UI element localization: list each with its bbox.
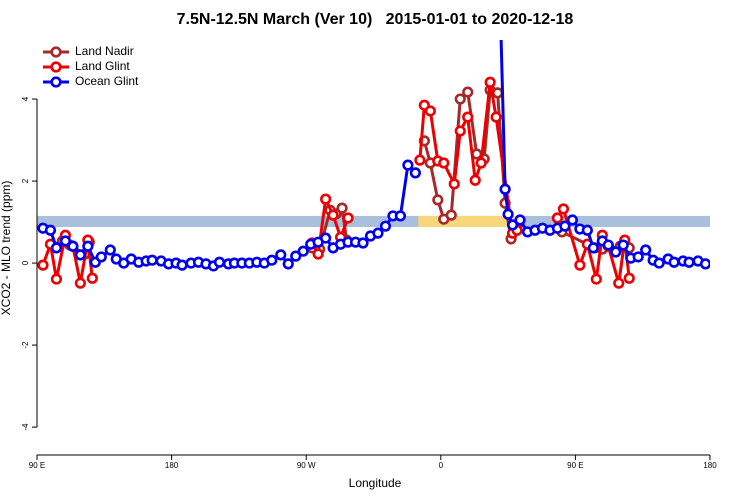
chart-title: 7.5N-12.5N March (Ver 10) 2015-01-01 to … [177,11,574,28]
data-point [699,258,710,270]
data-point [492,87,504,99]
data-point [590,273,602,285]
data-point [432,194,444,206]
data-point [462,111,474,123]
data-point [668,256,680,268]
legend-label: Land Nadir [75,44,134,58]
legend-label: Land Glint [75,59,130,73]
y-axis-label: XCO2 - MLO trend (ppm) [0,181,13,316]
data-point [67,240,79,252]
data-point [402,159,414,171]
data-point [499,183,511,195]
data-point [59,235,72,247]
data-point [320,232,332,244]
data-point [297,245,309,257]
data-point [506,219,519,231]
y-tick-label: -4 [21,423,30,431]
data-point [514,214,526,226]
data-point [632,251,644,263]
data-point [566,214,579,226]
series-line [41,80,631,285]
data-point [379,220,392,232]
data-point [574,259,586,271]
data-point [557,203,570,215]
data-point [653,257,665,269]
legend-marker [50,61,62,73]
y-tick-label: 0 [21,260,30,265]
data-point [640,244,652,256]
data-point [424,105,436,117]
data-point [357,237,369,249]
data-point [617,239,629,251]
data-point [551,212,564,224]
data-point [613,277,625,289]
data-point [448,178,460,190]
plot-area [37,40,710,289]
data-point [275,249,287,261]
data-point [462,86,474,98]
data-point [409,167,421,179]
axes: -4 -2 0 2 4 90 E 180 90 W 0 90 E 180 [21,96,717,470]
data-point [44,224,57,236]
data-point [312,248,324,260]
data-point [454,93,466,105]
data-point [372,227,384,239]
data-point [502,208,514,220]
data-point [414,154,426,166]
legend-marker [50,46,62,58]
data-point [445,209,457,221]
land-band [418,215,519,227]
data-point [50,242,63,254]
data-point [176,259,188,271]
data-point [104,244,116,256]
data-point [454,125,466,137]
data-point [683,256,695,268]
x-tick-label: 90 W [297,461,316,470]
data-point [394,210,407,222]
legend-label: Ocean Glint [75,74,139,88]
legend-marker [50,76,62,88]
data-point [146,254,158,266]
data-point [610,246,622,258]
data-point [587,242,599,254]
data-point [282,258,294,270]
x-tick-label: 180 [703,461,717,470]
x-tick-label: 90 E [29,461,45,470]
data-point [82,240,94,252]
data-point [602,239,614,251]
data-point [266,254,278,266]
y-tick-label: 2 [21,178,30,183]
reference-band [37,215,710,227]
x-axis-label: Longitude [349,476,402,490]
data-point [581,224,593,236]
data-point [559,220,571,232]
data-point [37,259,49,271]
data-point [50,273,63,285]
data-point [438,157,450,169]
y-tick-label: -2 [21,341,30,349]
data-point [342,212,354,224]
data-point [74,277,86,289]
x-tick-label: 90 E [567,461,583,470]
data-point [469,174,481,186]
data-point [327,209,339,221]
data-point [74,249,86,261]
data-point [484,76,496,88]
data-point [290,250,302,262]
data-point [86,272,98,284]
data-point [490,111,502,123]
data-point [623,272,635,284]
data-point [320,193,332,205]
data-point [213,256,226,268]
x-tick-label: 180 [165,461,179,470]
data-point [95,251,107,263]
data-point [475,157,487,169]
y-tick-label: 4 [21,96,30,101]
data-point [336,202,348,214]
x-tick-label: 0 [439,461,444,470]
